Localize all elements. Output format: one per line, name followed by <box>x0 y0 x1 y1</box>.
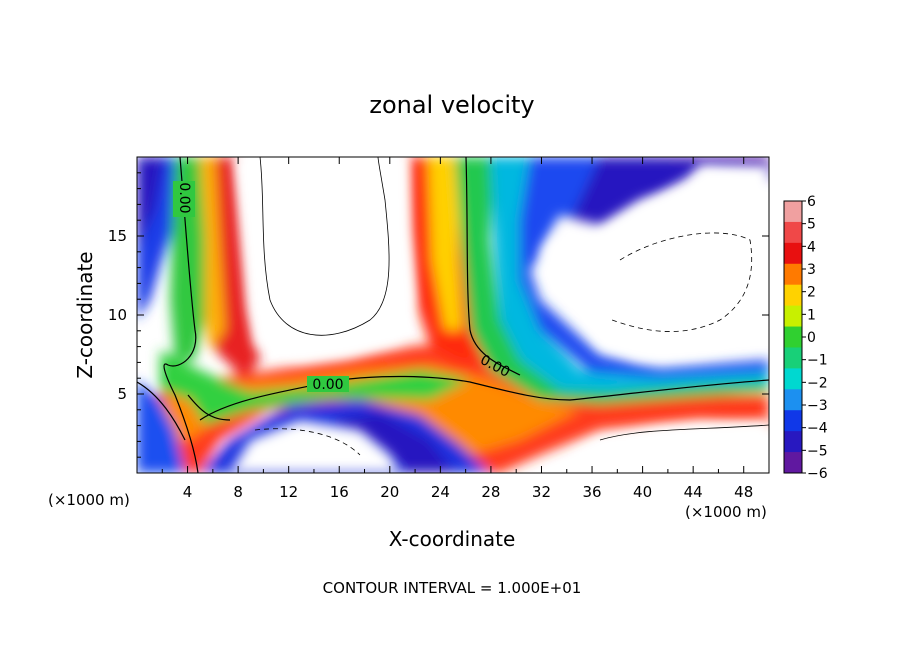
colorbar-tick-label: 5 <box>807 217 816 233</box>
contour-label-1: 0.00 <box>176 182 192 213</box>
x-unit-right: (×1000 m) <box>685 503 767 521</box>
colorbar-tick-label: 4 <box>807 239 816 255</box>
contour-interval-note: CONTOUR INTERVAL = 1.000E+01 <box>323 579 582 597</box>
colorbar-tick-label: −2 <box>807 375 828 391</box>
colorbar-tick-label: −1 <box>807 353 828 369</box>
colorbar-tick-label: 6 <box>807 194 816 210</box>
colorbar-swatch <box>784 326 802 348</box>
x-tick-label: 28 <box>481 483 500 501</box>
colorbar-swatch <box>784 410 802 432</box>
colorbar-swatch <box>784 368 802 390</box>
colorbar-tick-label: 3 <box>807 262 816 278</box>
x-tick-label: 8 <box>233 483 243 501</box>
y-tick-label: 5 <box>117 385 127 403</box>
colorbar-tick-label: −5 <box>807 443 828 459</box>
colorbar-swatch <box>784 263 802 286</box>
x-tick-label: 20 <box>380 483 399 501</box>
colorbar-swatch <box>784 452 802 474</box>
colorbar-tick-label: −6 <box>807 466 828 482</box>
y-tick-label: 15 <box>108 227 127 245</box>
colorbar-swatch <box>784 305 802 328</box>
colorbar: 6 5 4 3 2 1 0 −1 −2 −3 −4 −5 −6 <box>783 194 828 482</box>
chart-title: zonal velocity <box>369 91 534 119</box>
x-tick-label: 48 <box>734 483 753 501</box>
velocity-field <box>137 157 769 473</box>
colorbar-tick-label: 2 <box>807 285 816 301</box>
x-tick-label: 40 <box>633 483 652 501</box>
colorbar-swatch <box>784 431 802 453</box>
x-tick-label: 12 <box>279 483 298 501</box>
colorbar-swatch <box>784 389 802 411</box>
x-tick-label: 36 <box>582 483 601 501</box>
colorbar-swatch <box>784 221 802 244</box>
colorbar-swatch <box>784 347 802 369</box>
contour-lines <box>137 157 769 473</box>
contour-label-2: 0.00 <box>312 377 343 393</box>
colorbar-swatch <box>784 242 802 265</box>
x-unit-left: (×1000 m) <box>48 491 130 509</box>
x-tick-label: 24 <box>431 483 450 501</box>
contour-labels: 0.00 0.00 0.00 <box>173 181 512 393</box>
y-tick-label: 10 <box>108 306 127 324</box>
x-axis-label: X-coordinate <box>389 527 516 551</box>
y-axis: 5 10 15 <box>108 172 769 458</box>
x-tick-label: 44 <box>684 483 703 501</box>
colorbar-tick-label: 1 <box>807 307 816 323</box>
colorbar-tick-label: −3 <box>807 398 828 414</box>
x-tick-label: 16 <box>330 483 349 501</box>
x-axis: 4 8 12 16 20 24 28 32 36 40 44 48 <box>161 157 753 501</box>
colorbar-swatch <box>784 201 802 223</box>
y-axis-label: Z-coordinate <box>73 251 97 378</box>
colorbar-tick-label: 0 <box>807 330 816 346</box>
x-tick-label: 4 <box>183 483 193 501</box>
colorbar-tick-label: −4 <box>807 421 828 437</box>
colorbar-swatch <box>784 284 802 307</box>
x-tick-label: 32 <box>532 483 551 501</box>
